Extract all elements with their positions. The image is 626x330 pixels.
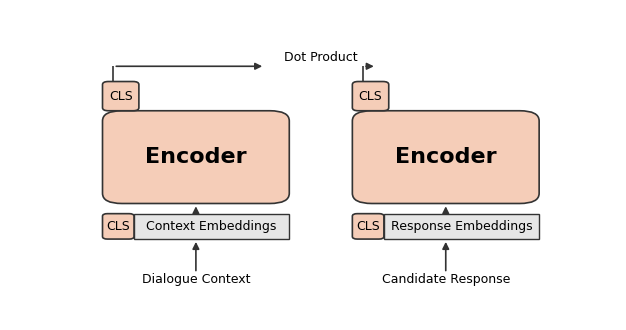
Text: CLS: CLS — [109, 90, 133, 103]
Text: Dialogue Context: Dialogue Context — [141, 273, 250, 286]
Bar — [384, 214, 539, 239]
Text: Encoder: Encoder — [145, 147, 247, 167]
FancyBboxPatch shape — [352, 111, 539, 204]
Text: CLS: CLS — [359, 90, 382, 103]
Text: Context Embeddings: Context Embeddings — [146, 220, 277, 233]
Text: Dot Product: Dot Product — [284, 51, 357, 64]
Text: Encoder: Encoder — [395, 147, 496, 167]
Bar — [134, 214, 289, 239]
Text: Response Embeddings: Response Embeddings — [391, 220, 532, 233]
Text: Candidate Response: Candidate Response — [382, 273, 510, 286]
FancyBboxPatch shape — [352, 82, 389, 111]
FancyBboxPatch shape — [352, 214, 384, 239]
FancyBboxPatch shape — [103, 111, 289, 204]
Text: CLS: CLS — [106, 220, 130, 233]
FancyBboxPatch shape — [103, 214, 134, 239]
FancyBboxPatch shape — [103, 82, 139, 111]
Text: CLS: CLS — [356, 220, 380, 233]
